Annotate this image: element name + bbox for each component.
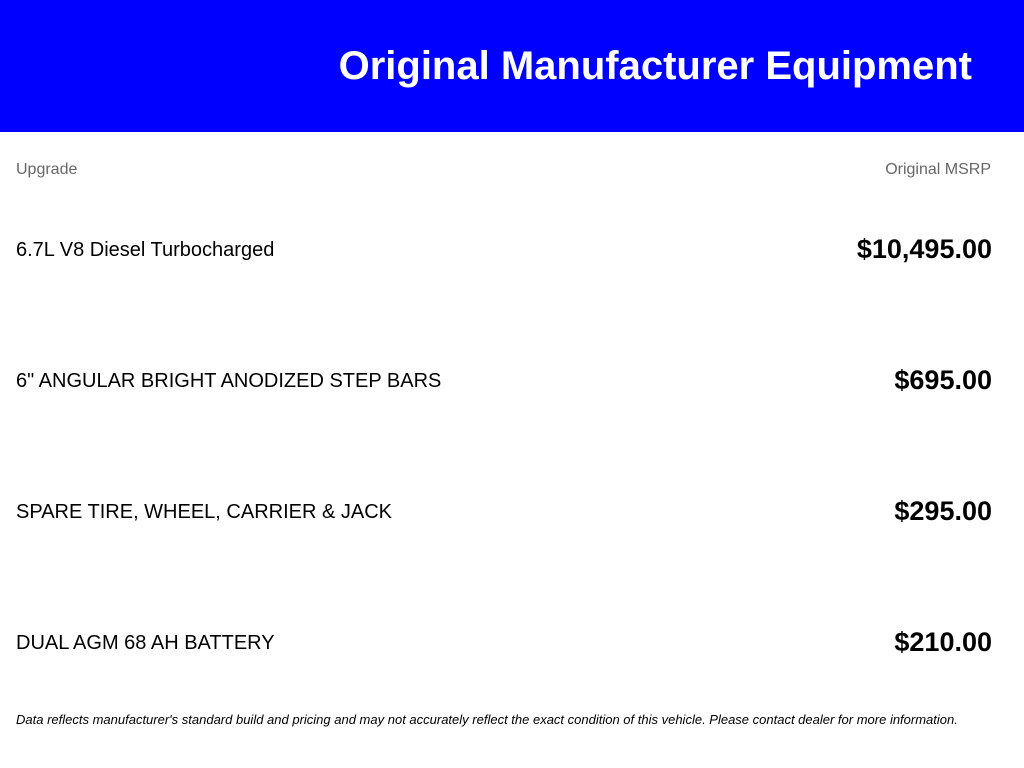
item-name: SPARE TIRE, WHEEL, CARRIER & JACK (16, 501, 393, 523)
item-name: DUAL AGM 68 AH BATTERY (16, 632, 275, 654)
item-name: 6" ANGULAR BRIGHT ANODIZED STEP BARS (16, 370, 442, 392)
list-item: SPARE TIRE, WHEEL, CARRIER & JACK $295.0… (16, 492, 992, 532)
item-price: $295.00 (894, 496, 992, 526)
column-header-msrp: Original MSRP (885, 161, 991, 178)
item-price: $210.00 (894, 627, 992, 657)
item-price: $695.00 (894, 365, 992, 395)
list-item: 6" ANGULAR BRIGHT ANODIZED STEP BARS $69… (16, 361, 992, 401)
page-title: Original Manufacturer Equipment (338, 44, 972, 88)
list-item: 6.7L V8 Diesel Turbocharged $10,495.00 (16, 230, 992, 270)
item-name: 6.7L V8 Diesel Turbocharged (16, 239, 275, 261)
item-price: $10,495.00 (856, 234, 992, 264)
list-item: DUAL AGM 68 AH BATTERY $210.00 (16, 623, 992, 663)
disclaimer: Data reflects manufacturer's standard bu… (16, 712, 958, 727)
header-banner: Original Manufacturer Equipment (0, 0, 1024, 132)
column-header-upgrade: Upgrade (16, 161, 78, 178)
